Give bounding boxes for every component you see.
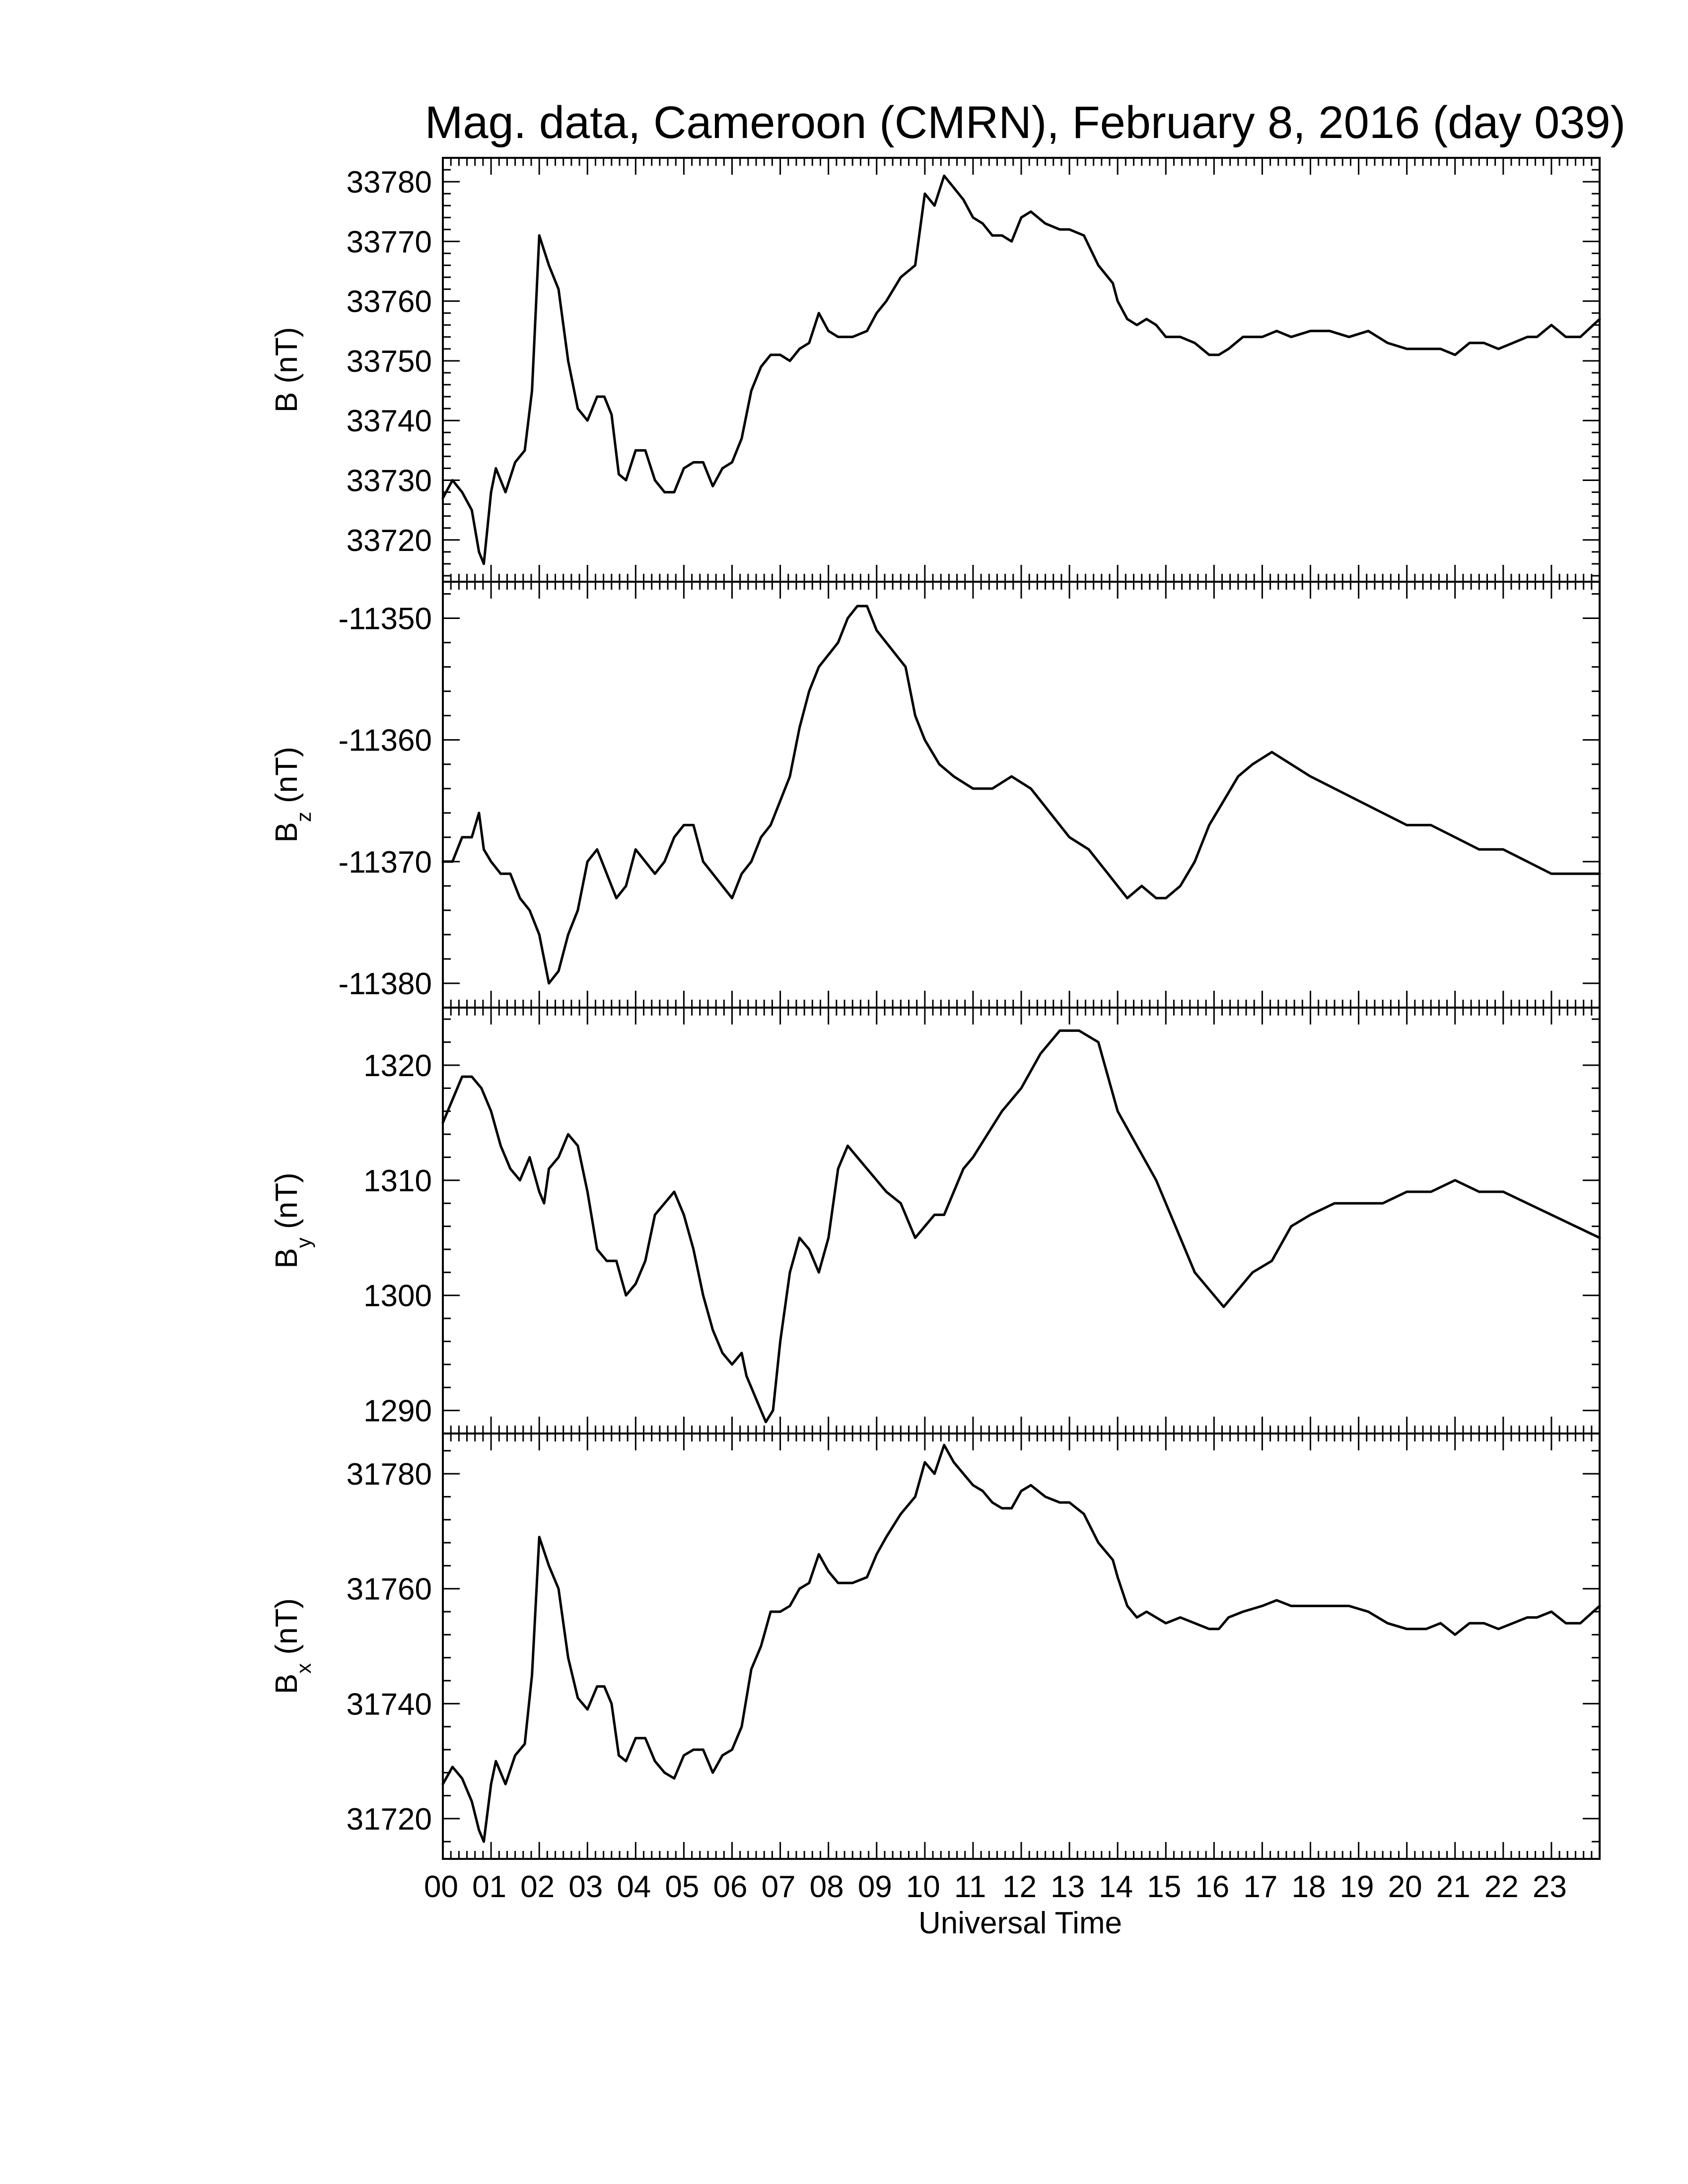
y-axis-label-main: B <box>270 822 304 842</box>
y-axis-label-subscript: x <box>292 1663 315 1674</box>
y-tick-label: 31760 <box>347 1572 432 1607</box>
y-tick-label: 1290 <box>363 1394 432 1429</box>
y-tick-label: 33770 <box>347 225 432 259</box>
x-tick-label: 11 <box>954 1870 986 1904</box>
x-tick-label: 18 <box>1292 1870 1326 1904</box>
x-tick-label: 23 <box>1533 1870 1567 1904</box>
x-tick-label: 06 <box>713 1870 748 1904</box>
chart-panels: 33720 33730 33740 33750 33760 33770 33780 B (nT… <box>270 157 1601 1860</box>
y-tick-label: 33780 <box>347 165 432 200</box>
y-axis-label: B (nT) <box>270 327 304 412</box>
y-axis-label-unit: (nT) <box>270 1598 304 1663</box>
y-tick-label: 1300 <box>363 1279 432 1313</box>
y-tick-label: 33720 <box>347 524 432 558</box>
y-tick-label: 33730 <box>347 464 432 498</box>
x-tick-label: 22 <box>1484 1870 1519 1904</box>
y-axis-label-unit: (nT) <box>270 1172 304 1237</box>
y-axis-label: Bz (nT) <box>270 747 315 842</box>
x-tick-label: 03 <box>568 1870 603 1904</box>
x-tick-label: 09 <box>858 1870 892 1904</box>
x-tick-label: 07 <box>762 1870 796 1904</box>
y-axis-label: By (nT) <box>270 1172 315 1268</box>
y-tick-label: 31720 <box>347 1802 432 1837</box>
chart-title: Mag. data, Cameroon (CMRN), February 8, … <box>425 97 1626 148</box>
x-tick-label: 19 <box>1340 1870 1374 1904</box>
x-tick-label: 05 <box>665 1870 699 1904</box>
y-tick-label: 1320 <box>363 1049 432 1083</box>
x-tick-label: 01 <box>472 1870 506 1904</box>
y-axis-label-main: B <box>270 1674 304 1694</box>
x-tick-label: 21 <box>1436 1870 1471 1904</box>
y-tick-label: 31740 <box>347 1687 432 1721</box>
y-tick-label: -11360 <box>339 724 432 758</box>
x-tick-label: 12 <box>1002 1870 1037 1904</box>
x-tick-label: 20 <box>1388 1870 1422 1904</box>
y-tick-label: 33750 <box>347 344 432 379</box>
x-axis-label: Universal Time <box>918 1906 1122 1940</box>
series-line-3 <box>441 1029 1601 1424</box>
y-axis-label-unit: (nT) <box>270 327 304 392</box>
y-tick-label: -11380 <box>339 967 432 1001</box>
panel-frame <box>442 157 1601 583</box>
panel-frame <box>442 1433 1601 1860</box>
y-tick-label: -11350 <box>339 602 432 636</box>
panel-1: 33720 33730 33740 33750 33760 33770 33780 B (nT… <box>270 157 1601 583</box>
panel-frame <box>442 581 1601 1009</box>
x-tick-label: 15 <box>1147 1870 1181 1904</box>
y-axis-label-subscript: y <box>292 1237 315 1248</box>
y-axis-label-subscript: z <box>292 812 315 822</box>
panel-frame <box>442 1007 1601 1434</box>
y-tick-label: 1310 <box>363 1164 432 1198</box>
x-tick-label: 10 <box>906 1870 940 1904</box>
y-tick-label: 31780 <box>347 1457 432 1492</box>
series-line-1 <box>441 174 1601 565</box>
x-tick-label: 16 <box>1195 1870 1229 1904</box>
y-axis-label: Bx (nT) <box>270 1598 315 1694</box>
y-axis-label-main: B <box>270 392 304 412</box>
x-tick-label: 17 <box>1243 1870 1277 1904</box>
y-tick-label: 33760 <box>347 285 432 319</box>
x-tick-label: 08 <box>810 1870 844 1904</box>
x-tick-label: 00 <box>424 1870 458 1904</box>
x-tick-label: 04 <box>617 1870 651 1904</box>
x-tick-label: 14 <box>1099 1870 1133 1904</box>
y-axis-label-main: B <box>270 1248 304 1268</box>
panel-4: 31720 31740 31760 31780 Bx (nT) <box>270 1433 1601 1860</box>
series-line-4 <box>441 1443 1601 1843</box>
panel-2: -11380 -11370 -11360 -11350 Bz (nT) <box>270 581 1601 1009</box>
x-tick-label: 13 <box>1051 1870 1085 1904</box>
y-tick-label: 33740 <box>347 404 432 438</box>
y-tick-label: -11370 <box>339 845 432 880</box>
y-axis-label-unit: (nT) <box>270 747 304 812</box>
x-tick-labels: 00 01 02 03 04 05 06 07 08 09 10 11 12 13 14 15 16 17 18 19… <box>424 1870 1567 1904</box>
panel-3: 1290 1300 1310 1320 By (nT) <box>270 1007 1601 1434</box>
x-tick-label: 02 <box>520 1870 555 1904</box>
series-line-2 <box>441 605 1601 985</box>
